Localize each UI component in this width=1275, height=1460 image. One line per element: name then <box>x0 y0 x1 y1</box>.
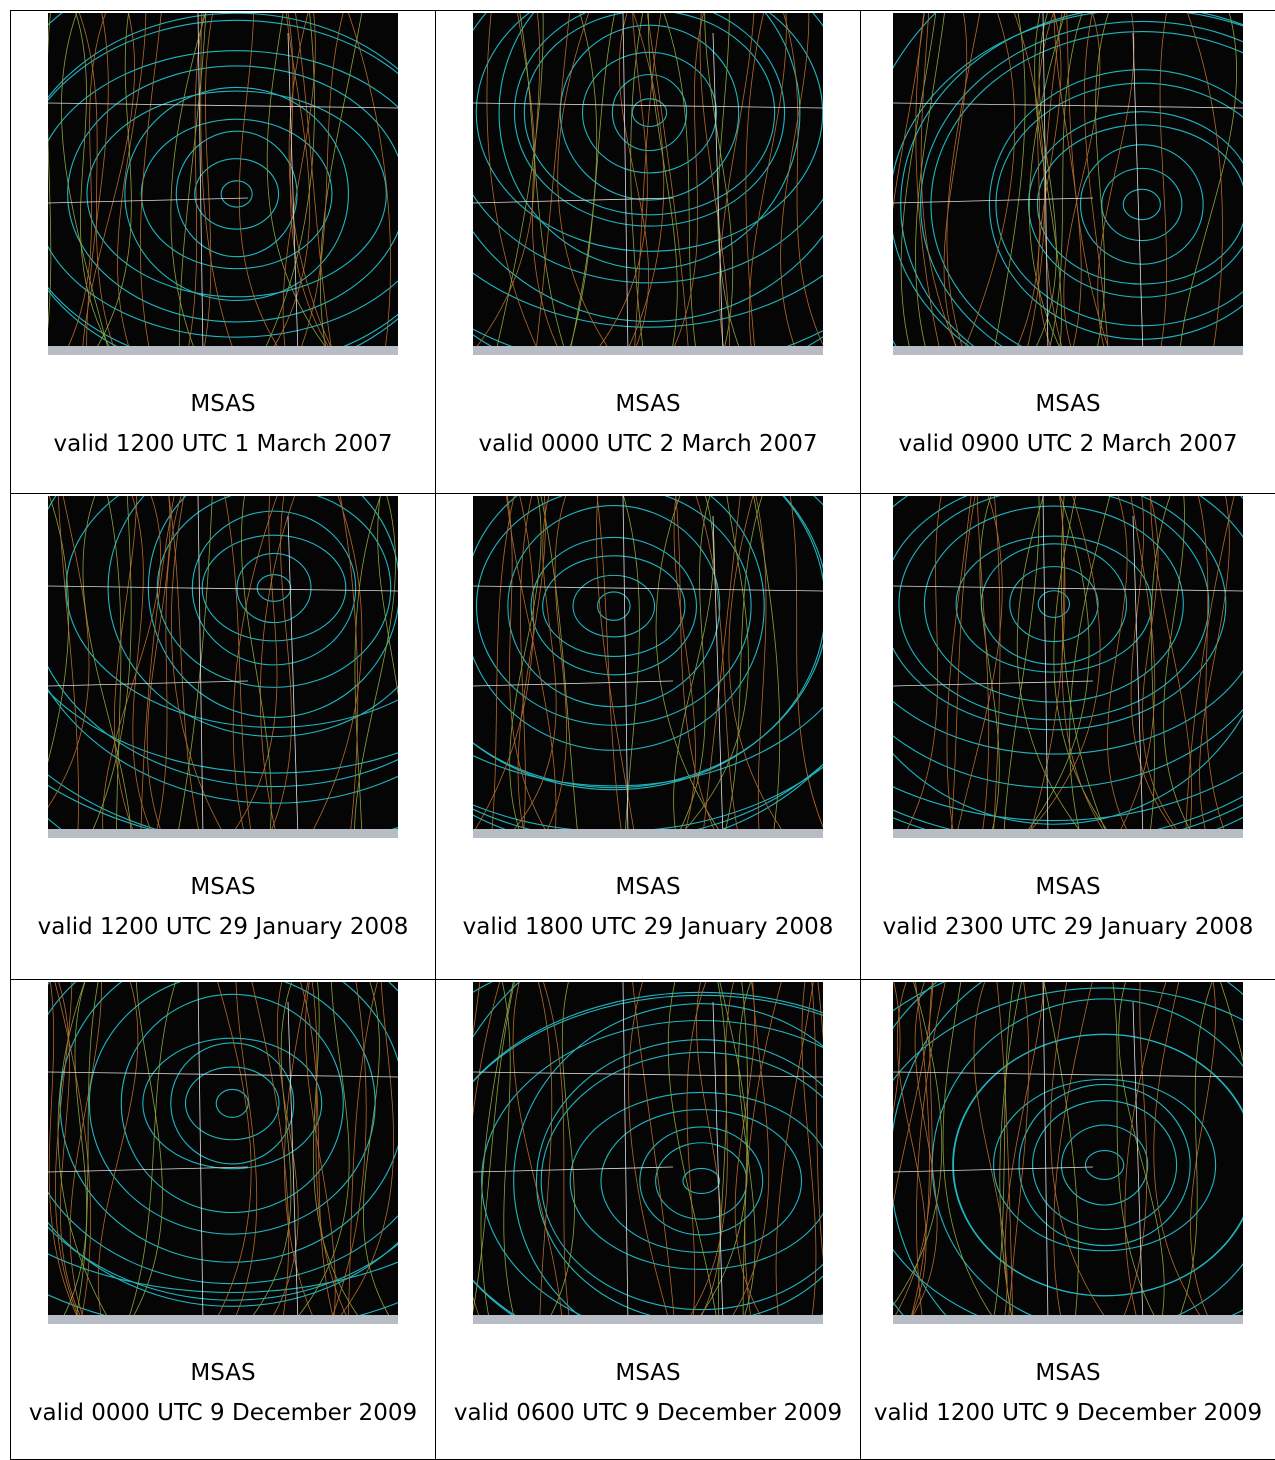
map-image <box>473 496 823 838</box>
table-cell: MSAS valid 2300 UTC 29 January 2008 <box>860 493 1275 979</box>
table-cell: MSAS valid 0000 UTC 9 December 2009 <box>10 979 435 1460</box>
table-cell: MSAS valid 0000 UTC 2 March 2007 <box>435 10 860 493</box>
cell-caption: valid 1200 UTC 1 March 2007 <box>11 431 435 457</box>
table-cell: MSAS valid 0900 UTC 2 March 2007 <box>860 10 1275 493</box>
map-image <box>893 13 1243 355</box>
cell-title: MSAS <box>436 1360 860 1386</box>
status-bar <box>473 346 823 355</box>
status-bar <box>893 829 1243 838</box>
map-background <box>893 496 1243 838</box>
map-image <box>473 982 823 1324</box>
map-image <box>48 982 398 1324</box>
cell-title: MSAS <box>11 391 435 417</box>
table-cell: MSAS valid 1800 UTC 29 January 2008 <box>435 493 860 979</box>
cell-title: MSAS <box>11 874 435 900</box>
cell-title: MSAS <box>861 391 1275 417</box>
map-image <box>893 496 1243 838</box>
status-bar <box>48 346 398 355</box>
cell-caption: valid 1200 UTC 29 January 2008 <box>11 914 435 940</box>
cell-caption: valid 0000 UTC 2 March 2007 <box>436 431 860 457</box>
cell-title: MSAS <box>436 874 860 900</box>
cell-title: MSAS <box>436 391 860 417</box>
map-image <box>473 13 823 355</box>
map-image <box>48 496 398 838</box>
cell-title: MSAS <box>11 1360 435 1386</box>
table-cell: MSAS valid 1200 UTC 1 March 2007 <box>10 10 435 493</box>
status-bar <box>473 1315 823 1324</box>
cell-caption: valid 0900 UTC 2 March 2007 <box>861 431 1275 457</box>
status-bar <box>893 1315 1243 1324</box>
table-cell: MSAS valid 1200 UTC 29 January 2008 <box>10 493 435 979</box>
page: MSASvalid 1200 UTC 1 March 2007MSASvalid… <box>0 0 1275 1460</box>
map-image <box>48 13 398 355</box>
table-cell: MSAS valid 0600 UTC 9 December 2009 <box>435 979 860 1460</box>
map-background <box>48 13 398 355</box>
map-image <box>893 982 1243 1324</box>
cell-title: MSAS <box>861 1360 1275 1386</box>
cell-caption: valid 1800 UTC 29 January 2008 <box>436 914 860 940</box>
cell-caption: valid 0000 UTC 9 December 2009 <box>11 1400 435 1426</box>
table-cell: MSAS valid 1200 UTC 9 December 2009 <box>860 979 1275 1460</box>
cell-caption: valid 2300 UTC 29 January 2008 <box>861 914 1275 940</box>
status-bar <box>48 1315 398 1324</box>
cell-title: MSAS <box>861 874 1275 900</box>
status-bar <box>893 346 1243 355</box>
status-bar <box>473 829 823 838</box>
cell-caption: valid 0600 UTC 9 December 2009 <box>436 1400 860 1426</box>
status-bar <box>48 829 398 838</box>
cell-caption: valid 1200 UTC 9 December 2009 <box>861 1400 1275 1426</box>
